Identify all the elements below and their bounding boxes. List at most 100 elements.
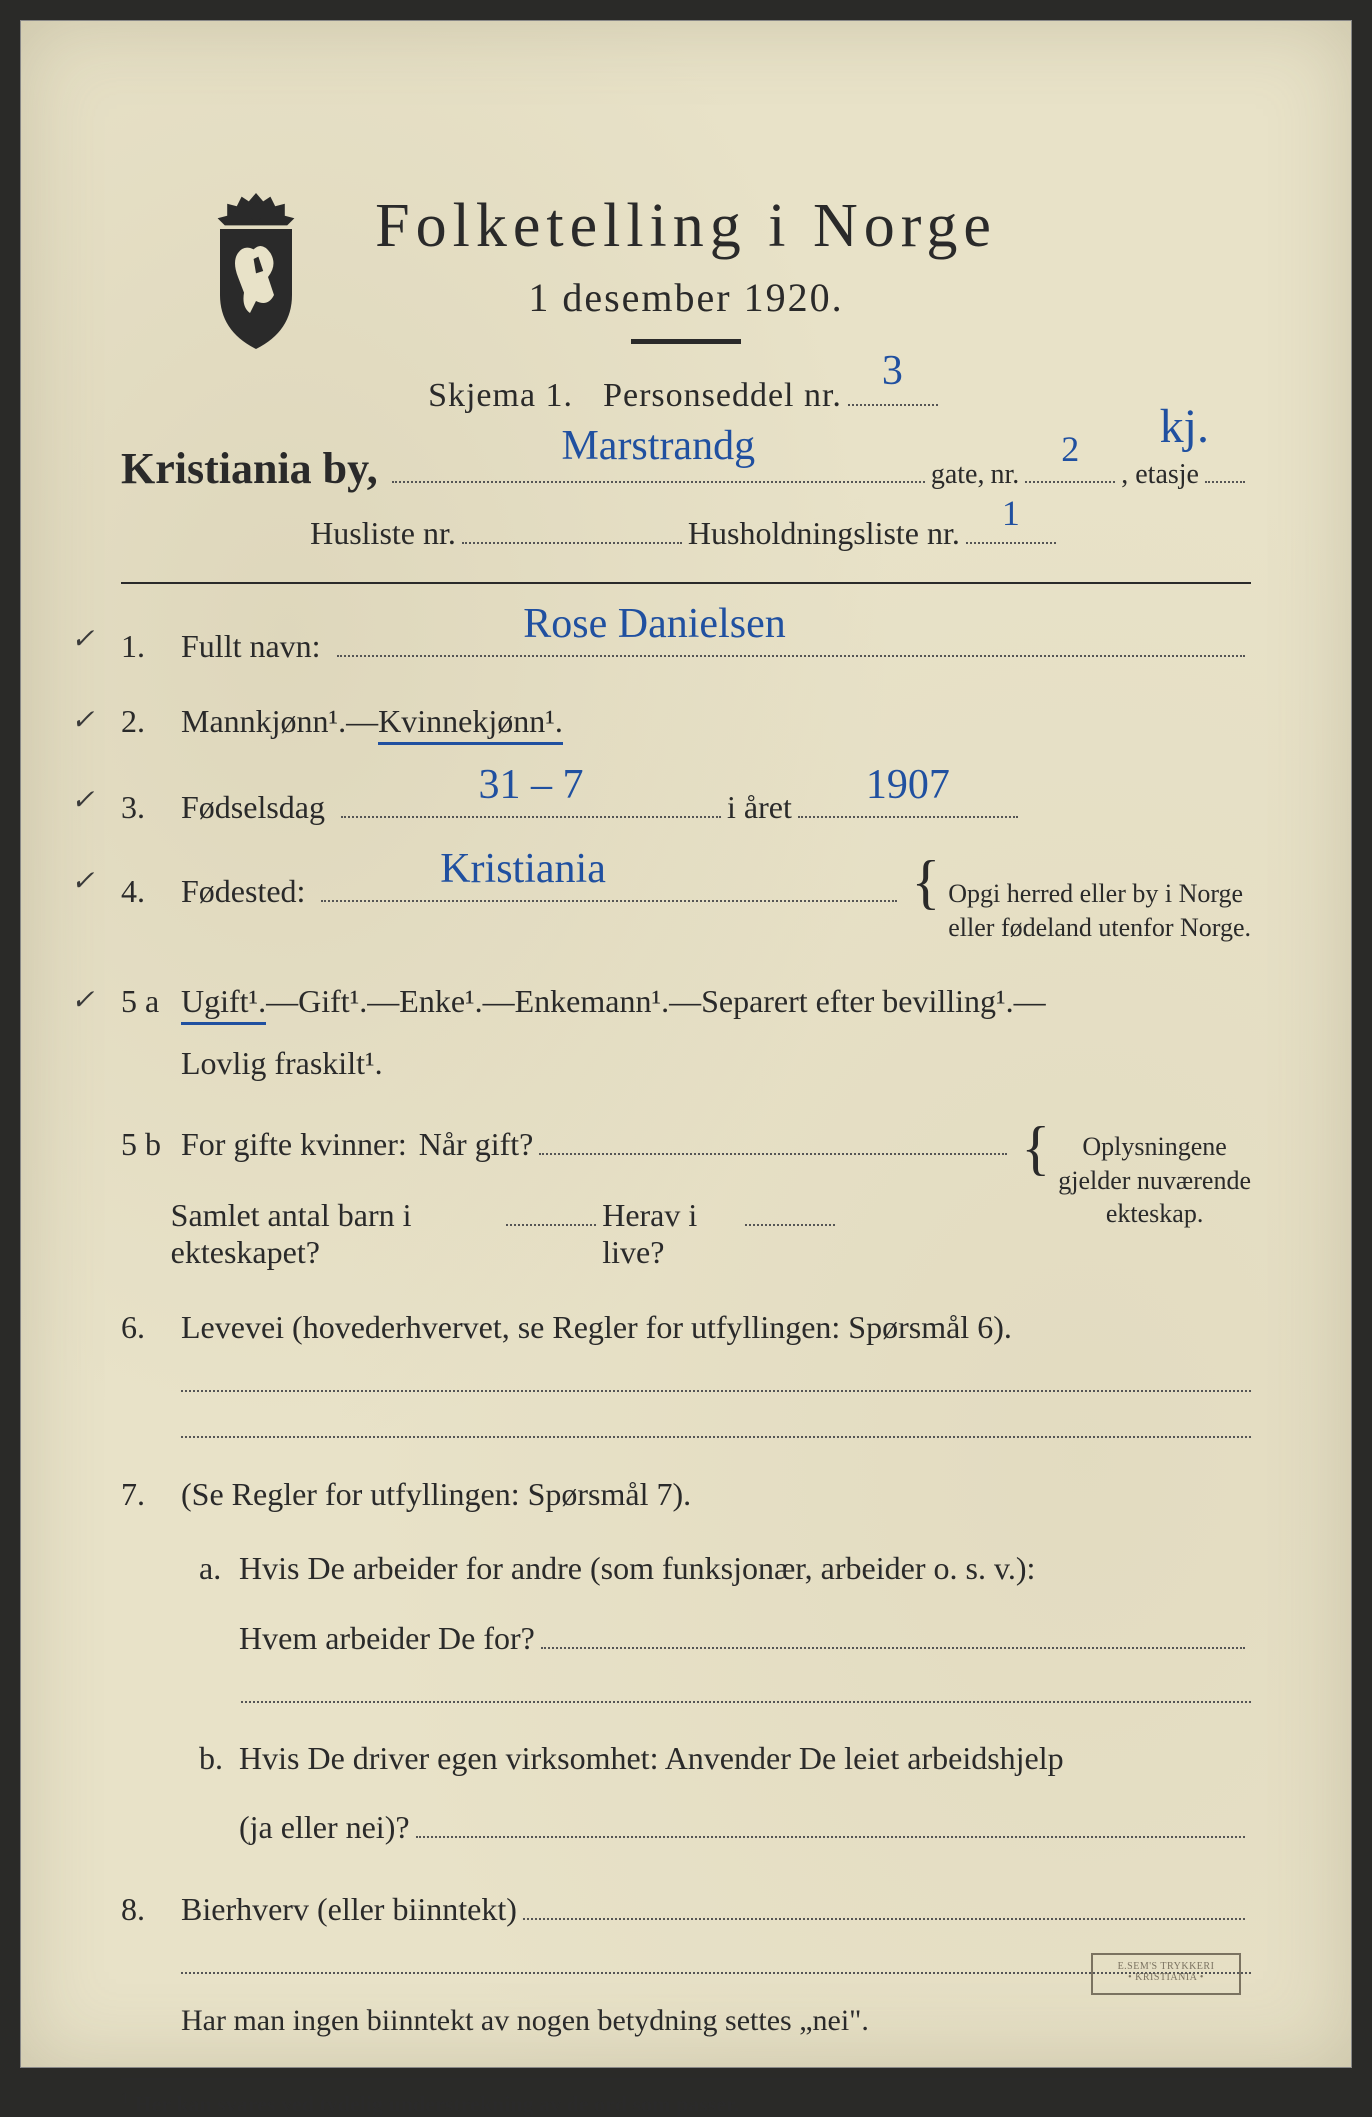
nr-field: 2 xyxy=(1025,444,1115,484)
section-divider xyxy=(121,582,1251,584)
q2-kvinne-underlined: Kvinnekjønn¹. xyxy=(378,703,563,745)
q4-row: ✓ 4. Fødested: Kristiania { Opgi herred … xyxy=(121,864,1251,945)
q3-mid: i året xyxy=(727,789,792,826)
etasje-value: kj. xyxy=(1160,399,1209,454)
q5a-enkemann: Enkemann¹. xyxy=(515,983,669,1020)
q7a-l1: Hvis De arbeider for andre (som funksjon… xyxy=(239,1541,1035,1595)
q5b-num: 5 b xyxy=(121,1126,181,1163)
q3-row: ✓ 3. Fødselsdag 31 – 7 i året 1907 xyxy=(121,783,1251,826)
margin-check-icon: ✓ xyxy=(71,864,94,898)
q5a-ugift-underlined: Ugift¹. xyxy=(181,983,266,1025)
brace-icon: { xyxy=(1021,1130,1050,1166)
q5b-row2: Samlet antal barn i ekteskapet? Herav i … xyxy=(121,1191,841,1271)
q7a-field xyxy=(541,1614,1245,1649)
q2-mann: Mannkjønn¹. xyxy=(181,703,346,740)
nr-label: nr. xyxy=(990,459,1019,491)
q5a-gift: Gift¹. xyxy=(298,983,367,1020)
q8-num: 8. xyxy=(121,1891,181,1928)
personseddel-label: Personseddel nr. xyxy=(603,377,842,415)
q8-note-row: Har man ingen biinntekt av nogen betydni… xyxy=(121,2004,1251,2038)
q7a-row: a. Hvis De arbeider for andre (som funks… xyxy=(199,1541,1251,1595)
q5a-row2: Lovlig fraskilt¹. xyxy=(121,1045,1251,1082)
husholdning-label: Husholdningsliste nr. xyxy=(688,515,960,552)
q7b-row2: (ja eller nei)? xyxy=(199,1803,1251,1846)
census-form-page: Folketelling i Norge 1 desember 1920. Sk… xyxy=(20,20,1352,2068)
q4-field: Kristiania xyxy=(321,867,897,902)
schema-line: Skjema 1. Personseddel nr. 3 xyxy=(121,369,1251,415)
footnote-sup: 1 xyxy=(121,2090,129,2107)
q7a-line xyxy=(241,1701,1251,1703)
q1-label: Fullt navn: xyxy=(181,628,321,665)
title-divider xyxy=(631,339,741,344)
q4-note: Opgi herred eller by i Norge eller fødel… xyxy=(948,877,1251,945)
personseddel-nr-value: 3 xyxy=(882,347,904,395)
q7a-letter: a. xyxy=(199,1550,239,1587)
husliste-field xyxy=(462,508,682,543)
q3-year-field: 1907 xyxy=(798,783,1018,818)
q6-line2 xyxy=(181,1436,1251,1438)
q8-note: Har man ingen biinntekt av nogen betydni… xyxy=(181,2004,869,2038)
q7b-l1: Hvis De driver egen virksomhet: Anvender… xyxy=(239,1731,1064,1785)
street-value: Marstrandg xyxy=(561,422,755,470)
q7-num: 7. xyxy=(121,1476,181,1513)
q3-num: 3. xyxy=(121,789,181,826)
husholdning-value: 1 xyxy=(1002,492,1020,534)
brace-icon: { xyxy=(911,864,940,900)
q6-label: Levevei (hovederhvervet, se Regler for u… xyxy=(181,1309,1012,1346)
q8-field xyxy=(523,1884,1245,1919)
q5b-herav: Herav i live? xyxy=(602,1197,739,1271)
husliste-label: Husliste nr. xyxy=(310,515,456,552)
q5a-enke: Enke¹. xyxy=(399,983,482,1020)
q5b-label: For gifte kvinner: xyxy=(181,1126,407,1163)
etasje-label: , etasje kj. xyxy=(1121,459,1199,491)
q3-year-value: 1907 xyxy=(866,761,950,809)
q3-day-value: 31 – 7 xyxy=(479,761,584,809)
margin-check-icon: ✓ xyxy=(71,703,94,737)
q5a-num: 5 a xyxy=(121,983,181,1020)
q6-row: 6. Levevei (hovederhvervet, se Regler fo… xyxy=(121,1309,1251,1346)
q8-row: 8. Bierhverv (eller biinntekt) xyxy=(121,1884,1251,1927)
q5b-note: Oplysningene gjelder nuværende ekteskap. xyxy=(1058,1130,1251,1231)
q5b-naar: Når gift? xyxy=(419,1126,534,1163)
q7-label: (Se Regler for utfyllingen: Spørsmål 7). xyxy=(181,1476,691,1513)
q6-num: 6. xyxy=(121,1309,181,1346)
q3-label: Fødselsdag xyxy=(181,789,325,826)
husholdning-field: 1 xyxy=(966,508,1056,543)
q5a-fraskilt: Lovlig fraskilt¹. xyxy=(181,1045,383,1082)
q7b-row: b. Hvis De driver egen virksomhet: Anven… xyxy=(199,1731,1251,1785)
margin-check-icon: ✓ xyxy=(71,622,94,656)
address-line: Kristiania by, Marstrandg gate, nr. 2 , … xyxy=(121,443,1251,494)
q4-num: 4. xyxy=(121,873,181,910)
q5a-separert: Separert efter bevilling¹. xyxy=(701,983,1014,1020)
nr-value: 2 xyxy=(1061,428,1079,470)
city-label: Kristiania by, xyxy=(121,443,378,494)
dash: — xyxy=(346,703,378,740)
footnote: 1 Her kan svares ved tydelig understrekn… xyxy=(121,2078,1251,2117)
etasje-field xyxy=(1205,444,1245,484)
q1-field: Rose Danielsen xyxy=(337,622,1245,657)
q5a-row: ✓ 5 a Ugift¹. — Gift¹. — Enke¹. — Enkema… xyxy=(121,983,1251,1025)
q2-num: 2. xyxy=(121,703,181,740)
q3-day-field: 31 – 7 xyxy=(341,783,721,818)
q5b-barn: Samlet antal barn i ekteskapet? xyxy=(171,1197,501,1271)
q1-value: Rose Danielsen xyxy=(523,600,785,648)
gate-label: gate, xyxy=(931,459,985,491)
printer-stamp: E.SEM'S TRYKKERI• KRISTIANIA • xyxy=(1091,1953,1241,1995)
schema-label: Skjema 1. xyxy=(428,377,573,415)
q5b-herav-field xyxy=(745,1191,835,1226)
q4-value: Kristiania xyxy=(440,845,606,893)
husliste-line: Husliste nr. Husholdningsliste nr. 1 xyxy=(121,508,1251,551)
q7b-l2: (ja eller nei)? xyxy=(239,1809,410,1846)
margin-check-icon: ✓ xyxy=(71,983,94,1017)
footnote-text: Her kan svares ved tydelig understreknin… xyxy=(135,2091,740,2116)
q8-label: Bierhverv (eller biinntekt) xyxy=(181,1891,517,1928)
q6-line1 xyxy=(181,1390,1251,1392)
coat-of-arms-icon xyxy=(196,186,316,356)
q7b-letter: b. xyxy=(199,1740,239,1777)
margin-check-icon: ✓ xyxy=(71,783,94,817)
personseddel-nr-field: 3 xyxy=(848,369,938,406)
q1-num: 1. xyxy=(121,628,181,665)
q7b-field xyxy=(416,1803,1245,1838)
q2-row: ✓ 2. Mannkjønn¹. — Kvinnekjønn¹. xyxy=(121,703,1251,745)
street-field: Marstrandg xyxy=(392,444,925,484)
